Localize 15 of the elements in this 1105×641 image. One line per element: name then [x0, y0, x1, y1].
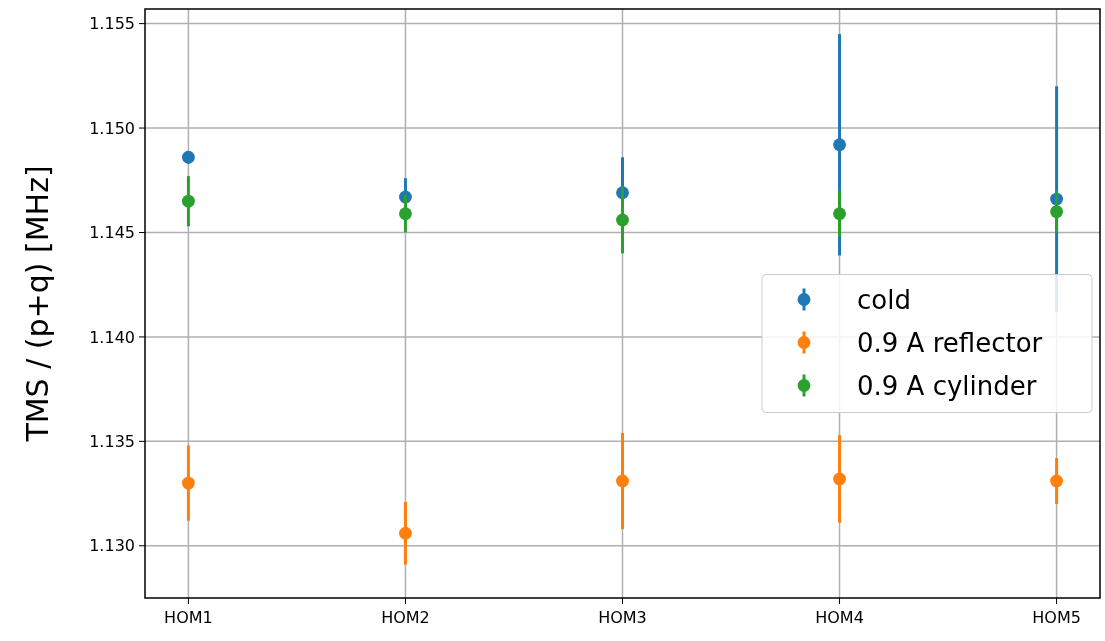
- legend-label: cold: [857, 284, 911, 315]
- y-tick-label: 1.140: [89, 327, 135, 347]
- legend-label: 0.9 A reflector: [857, 327, 1043, 358]
- x-tick-label: HOM2: [381, 608, 430, 627]
- x-tick-label: HOM4: [815, 608, 864, 627]
- x-tick-label: HOM1: [164, 608, 213, 627]
- y-tick-label: 1.145: [89, 223, 135, 243]
- legend-label: 0.9 A cylinder: [857, 370, 1037, 401]
- y-tick-label: 1.135: [89, 431, 135, 451]
- y-tick-label: 1.150: [89, 118, 135, 138]
- x-tick-label: HOM5: [1032, 608, 1081, 627]
- y-axis-title: TMS / (p+q) [MHz]: [20, 165, 55, 443]
- y-tick-label: 1.130: [89, 536, 135, 556]
- x-tick-label: HOM3: [598, 608, 647, 627]
- y-tick-label: 1.155: [89, 14, 135, 34]
